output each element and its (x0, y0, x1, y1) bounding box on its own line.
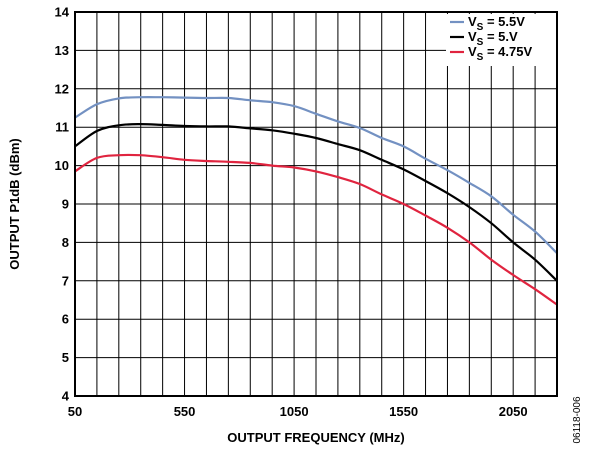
y-tick-label: 9 (62, 197, 69, 212)
x-tick-label: 1050 (280, 404, 309, 419)
grid (75, 12, 557, 396)
figure-id: 06118-006 (572, 396, 583, 444)
y-tick-label: 7 (62, 273, 69, 288)
legend-background (446, 14, 556, 66)
y-tick-label: 11 (55, 120, 69, 135)
y-tick-label: 5 (62, 350, 69, 365)
x-tick-label: 2050 (499, 404, 528, 419)
x-tick-label: 1550 (389, 404, 418, 419)
y-tick-label: 12 (55, 81, 69, 96)
series-layer (74, 96, 558, 306)
legend-label-3: VS = 4.75V (468, 44, 532, 63)
y-axis-title: OUTPUT P1dB (dBm) (7, 138, 22, 269)
series-line-1 (74, 96, 558, 254)
legend-label-2: VS = 5.V (468, 29, 518, 48)
series-line-2 (74, 122, 558, 282)
x-tick-label: 550 (174, 404, 196, 419)
series-line-3 (74, 153, 558, 306)
x-tick-label: 50 (68, 404, 82, 419)
tick-labels: 4 5 6 7 8 9 10 11 12 13 14 50 550 1050 1550 2050 (55, 5, 528, 420)
legend-label-1: VS = 5.5V (468, 14, 525, 33)
y-tick-label: 10 (55, 158, 69, 173)
y-tick-label: 8 (62, 235, 69, 250)
plot-frame (74, 11, 558, 397)
y-tick-label: 4 (62, 389, 70, 404)
y-tick-label: 14 (55, 5, 70, 20)
y-tick-label: 13 (55, 43, 69, 58)
x-axis-title: OUTPUT FREQUENCY (MHz) (227, 430, 404, 445)
y-tick-label: 6 (62, 312, 69, 327)
